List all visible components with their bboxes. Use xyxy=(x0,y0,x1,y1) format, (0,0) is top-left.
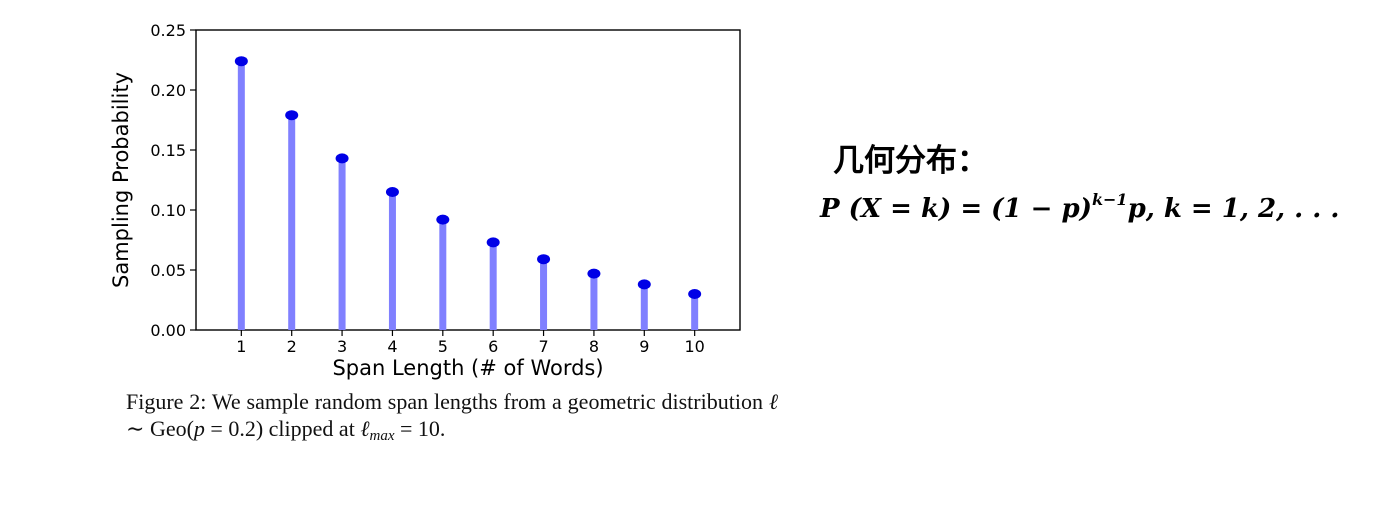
x-tick-label: 1 xyxy=(236,337,246,356)
caption-label: Figure 2: xyxy=(126,389,207,414)
x-tick-label: 9 xyxy=(639,337,649,356)
data-point xyxy=(688,289,702,299)
data-point xyxy=(436,214,450,225)
x-axis-ticks: 1 2 3 4 5 6 7 8 9 10 xyxy=(236,330,705,356)
x-tick-label: 3 xyxy=(337,337,347,356)
y-tick-label: 0.15 xyxy=(150,141,186,160)
y-tick-label: 0.10 xyxy=(150,201,186,220)
y-axis-label: Sampling Probability xyxy=(109,72,133,288)
x-tick-label: 7 xyxy=(538,337,548,356)
x-axis-label: Span Length (# of Words) xyxy=(332,356,603,380)
ell-max-value: = 10. xyxy=(399,416,446,441)
span-length-chart: 0.00 0.05 0.10 0.15 0.20 0.25 1 2 3 4 5 6 7 8 9 10 Spa… xyxy=(109,21,741,380)
caption-text: We sample random span lengths from a geo… xyxy=(211,389,763,414)
stem-bar xyxy=(590,273,598,330)
data-point xyxy=(234,56,248,67)
y-tick-label: 0.00 xyxy=(150,321,186,340)
geo-text: Geo( xyxy=(149,416,194,441)
ell-max-symbol: ℓ xyxy=(360,416,370,441)
x-tick-label: 2 xyxy=(287,337,297,356)
stem-bar xyxy=(691,294,699,330)
stem-bar xyxy=(237,61,245,330)
stem-bar xyxy=(540,259,548,330)
stem-bar xyxy=(489,242,497,330)
equals-sign: = xyxy=(210,416,223,441)
caption-clipped-text: clipped at xyxy=(268,416,355,441)
x-tick-label: 10 xyxy=(684,337,704,356)
y-axis-ticks: 0.00 0.05 0.10 0.15 0.20 0.25 xyxy=(150,21,196,340)
ell-symbol: ℓ xyxy=(768,389,778,414)
stem-bar xyxy=(388,192,396,330)
ell-max-subscript: max xyxy=(369,428,395,444)
stem-bar xyxy=(640,284,648,330)
data-point xyxy=(285,110,299,121)
formula-lhs: P (X = k) = (1 − p) xyxy=(820,194,1092,224)
p-value: 0.2) xyxy=(228,416,264,441)
pmf-formula: P (X = k) = (1 − p)k−1p, k = 1, 2, . . . xyxy=(820,190,1339,224)
p-variable: p xyxy=(193,416,205,441)
data-point xyxy=(637,279,651,290)
stem-bar xyxy=(439,219,447,330)
plot-area-frame xyxy=(195,29,741,331)
data-point xyxy=(587,268,601,279)
y-tick-label: 0.20 xyxy=(150,81,186,100)
markers xyxy=(234,56,702,299)
data-point xyxy=(486,237,500,248)
x-tick-label: 5 xyxy=(438,337,448,356)
x-tick-label: 8 xyxy=(589,337,599,356)
sim-symbol: ∼ xyxy=(126,416,145,441)
stem-bar xyxy=(288,115,296,330)
formula-rhs: p, k = 1, 2, . . . xyxy=(1127,194,1340,224)
stems xyxy=(237,61,699,330)
x-tick-label: 4 xyxy=(387,337,397,356)
formula-exponent: k−1 xyxy=(1091,190,1128,209)
figure-caption: Figure 2: We sample random span lengths … xyxy=(126,388,778,450)
y-tick-label: 0.25 xyxy=(150,21,186,40)
stem-bar xyxy=(338,158,346,330)
y-tick-label: 0.05 xyxy=(150,261,186,280)
data-point xyxy=(537,254,551,265)
data-point xyxy=(385,187,399,197)
data-point xyxy=(335,153,349,164)
x-tick-label: 6 xyxy=(488,337,498,356)
geometric-distribution-title: 几何分布： xyxy=(833,143,988,179)
